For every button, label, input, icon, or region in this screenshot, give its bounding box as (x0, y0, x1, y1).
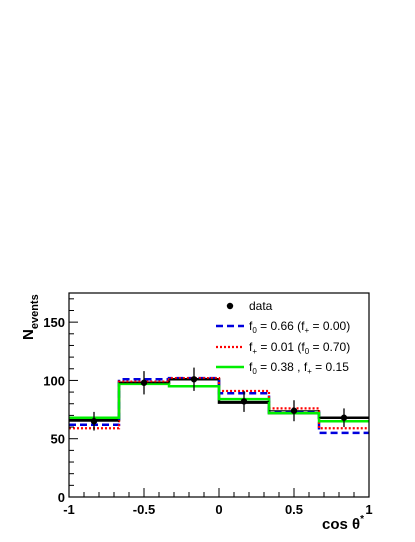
legend-label-2: f+ = 0.01 (f0 = 0.70) (249, 340, 350, 356)
legend-label-1: f0 = 0.66 (f+ = 0.00) (249, 319, 350, 335)
x-tick-label: -1 (63, 502, 75, 517)
legend-text: = 0.66 (f (257, 319, 305, 333)
legend-sub: + (307, 367, 312, 376)
data-point (290, 407, 298, 414)
x-tick-label: 0.5 (285, 502, 303, 517)
legend-sub: + (252, 347, 257, 356)
y-tick-label: 150 (43, 315, 65, 330)
legend-text: = 0.01 (f (257, 340, 305, 354)
legend-text: = 0.15 (312, 360, 349, 374)
data-point (140, 379, 148, 386)
x-axis-title: cos θ* (322, 514, 364, 533)
legend-sub: 0 (252, 326, 257, 335)
x-tick-label: 0 (215, 502, 222, 517)
data-point (90, 418, 98, 425)
legend-label-data: data (249, 299, 273, 313)
legend-sub: 0 (252, 367, 257, 376)
x-tick-label: 1 (365, 502, 372, 517)
data-point (190, 376, 198, 383)
y-tick-label: 50 (51, 432, 65, 447)
legend-sub: + (305, 326, 310, 335)
series-line-3 (69, 382, 369, 423)
legend-marker-data (226, 302, 234, 310)
y-axis-title-sub: events (29, 294, 41, 329)
data-point (240, 398, 248, 405)
legend-text: f (249, 340, 253, 354)
y-axis-title: Nevents (20, 294, 41, 340)
legend-label-3: f0 = 0.38 , f+ = 0.15 (249, 360, 349, 376)
x-axis-title-main: cos θ (322, 516, 360, 533)
data-point (340, 414, 348, 421)
y-axis-title-main: N (20, 329, 37, 340)
legend-text: = 0.38 , f (257, 360, 308, 374)
legend-text: = 0.70) (309, 340, 350, 354)
x-tick-label: -0.5 (133, 502, 155, 517)
y-tick-label: 0 (58, 490, 65, 505)
legend-sub: 0 (305, 347, 310, 356)
legend-text: f (249, 319, 253, 333)
x-axis-title-sup: * (360, 514, 364, 525)
legend-text: = 0.00) (309, 319, 350, 333)
y-tick-label: 100 (43, 373, 65, 388)
legend-text: f (249, 360, 253, 374)
